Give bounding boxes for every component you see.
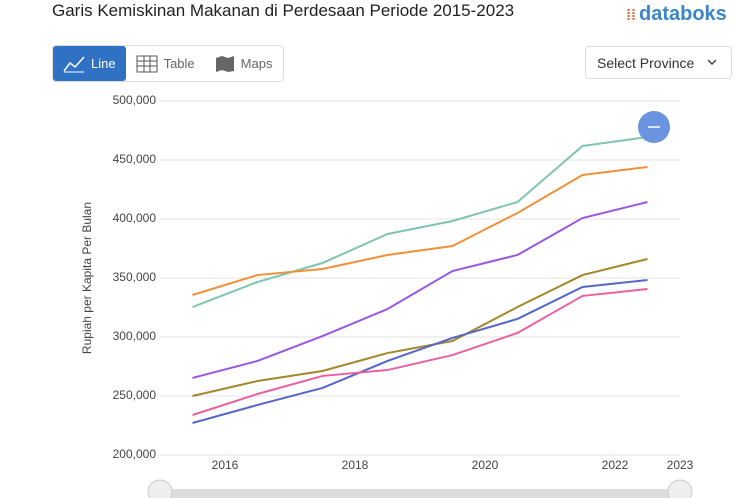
x-tick-label: 2018 (342, 458, 369, 472)
y-tick-label: 450,000 (113, 152, 157, 166)
series-line (192, 279, 648, 424)
series-line (192, 258, 648, 397)
logo-icon: ⁞⁞ (626, 7, 636, 24)
logo-text: databoks (639, 3, 727, 25)
tab-label: Maps (240, 56, 273, 71)
chart-title: Garis Kemiskinan Makanan di Perdesaan Pe… (52, 1, 515, 20)
y-tick-label: 200,000 (113, 447, 157, 461)
scroll-handle[interactable] (667, 479, 693, 498)
y-tick-label: 250,000 (113, 388, 157, 402)
tab-line[interactable]: Line (53, 46, 126, 81)
y-tick-label: 500,000 (113, 93, 157, 107)
series-line (192, 287, 648, 416)
tab-table[interactable]: Table (126, 46, 205, 81)
y-tick-label: 400,000 (113, 211, 157, 225)
y-tick-label: 350,000 (113, 270, 157, 284)
x-tick-label: 2020 (472, 458, 499, 472)
table-icon (136, 55, 158, 72)
select-label: Select Province (597, 54, 695, 71)
line-icon (63, 55, 85, 72)
scrollbar (147, 479, 693, 498)
tab-maps[interactable]: Maps (205, 46, 283, 81)
series-line (192, 165, 648, 296)
view-tabs: Line Table Maps (52, 45, 284, 82)
scroll-handle[interactable] (147, 479, 173, 498)
x-tick-label: 2023 (667, 458, 694, 472)
x-tick-label: 2022 (602, 458, 629, 472)
tab-label: Line (91, 56, 116, 71)
province-select[interactable]: Select Province (585, 46, 732, 79)
chevron (707, 58, 717, 65)
tab-label: Table (163, 56, 195, 71)
y-tick-label: 300,000 (113, 329, 157, 343)
series-line (192, 201, 648, 379)
logo[interactable]: ⁞⁞ databoks (626, 3, 727, 26)
y-axis-title: Rupiah per Kapita Per Bulan (80, 202, 94, 354)
map-icon (215, 55, 234, 72)
x-tick-label: 2016 (212, 458, 239, 472)
series-line (192, 135, 648, 308)
scroll-track (160, 489, 680, 498)
zoom-out-button[interactable] (638, 111, 670, 143)
